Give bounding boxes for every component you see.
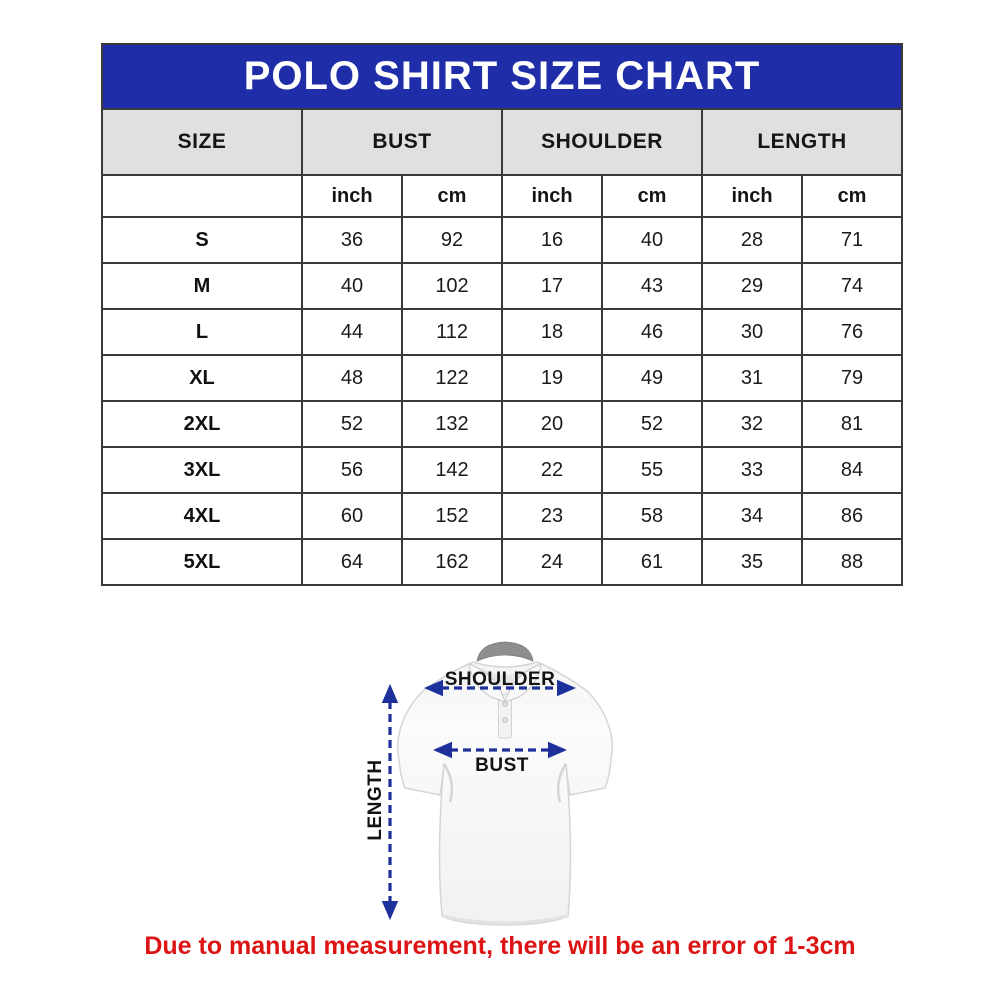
value-cell: 112: [400, 308, 504, 356]
value-cell: 22: [501, 446, 604, 494]
value-cell: 17: [501, 262, 604, 310]
value-cell: 34: [701, 492, 804, 540]
unit-header-shoulder-inch: inch: [501, 174, 604, 218]
bust-label: BUST: [475, 755, 529, 776]
unit-header-length-inch: inch: [701, 174, 804, 218]
value-cell: 55: [601, 446, 704, 494]
table-header-row: SIZE BUST SHOULDER LENGTH: [101, 108, 904, 176]
size-table: SIZE BUST SHOULDER LENGTH inch cm inch c…: [101, 108, 904, 586]
unit-header-bust-inch: inch: [301, 174, 403, 218]
unit-header-row: inch cm inch cm inch cm: [101, 174, 904, 218]
value-cell: 36: [301, 216, 403, 264]
value-cell: 40: [601, 216, 704, 264]
col-header-length: LENGTH: [701, 108, 904, 176]
size-cell: S: [101, 216, 303, 264]
table-row: L 44 112 18 46 30 76: [101, 308, 904, 356]
value-cell: 102: [400, 262, 504, 310]
value-cell: 31: [701, 354, 804, 402]
col-header-size: SIZE: [101, 108, 303, 176]
value-cell: 43: [601, 262, 704, 310]
value-cell: 56: [301, 446, 403, 494]
table-row: 4XL 60 152 23 58 34 86: [101, 492, 904, 540]
length-label: LENGTH: [365, 759, 386, 840]
table-row: S 36 92 16 40 28 71: [101, 216, 904, 264]
unit-header-shoulder-cm: cm: [601, 174, 704, 218]
value-cell: 60: [301, 492, 403, 540]
value-cell: 24: [501, 538, 604, 586]
size-cell: 4XL: [101, 492, 303, 540]
value-cell: 48: [301, 354, 403, 402]
value-cell: 162: [400, 538, 504, 586]
polo-shirt-diagram: SHOULDER BUST LENGTH: [365, 641, 613, 926]
value-cell: 88: [801, 538, 904, 586]
value-cell: 122: [400, 354, 504, 402]
value-cell: 44: [301, 308, 403, 356]
value-cell: 74: [801, 262, 904, 310]
col-header-shoulder: SHOULDER: [501, 108, 704, 176]
value-cell: 49: [601, 354, 704, 402]
value-cell: 52: [301, 400, 403, 448]
value-cell: 61: [601, 538, 704, 586]
value-cell: 19: [501, 354, 604, 402]
value-cell: 58: [601, 492, 704, 540]
table-row: 5XL 64 162 24 61 35 88: [101, 538, 904, 586]
value-cell: 32: [701, 400, 804, 448]
value-cell: 23: [501, 492, 604, 540]
value-cell: 142: [400, 446, 504, 494]
unit-header-empty: [101, 174, 303, 218]
measurement-note: Due to manual measurement, there will be…: [144, 932, 856, 960]
page-title: POLO SHIRT SIZE CHART: [101, 43, 903, 108]
value-cell: 76: [801, 308, 904, 356]
value-cell: 40: [301, 262, 403, 310]
col-header-bust: BUST: [300, 108, 504, 176]
size-chart: POLO SHIRT SIZE CHART SIZE BUST SHOULDER…: [101, 43, 904, 586]
unit-header-length-cm: cm: [801, 174, 904, 218]
table-row: M 40 102 17 43 29 74: [101, 262, 904, 310]
value-cell: 152: [400, 492, 504, 540]
value-cell: 71: [801, 216, 904, 264]
value-cell: 46: [601, 308, 704, 356]
value-cell: 81: [801, 400, 904, 448]
value-cell: 86: [801, 492, 904, 540]
polo-shirt-illustration: [397, 641, 613, 926]
shoulder-label: SHOULDER: [445, 669, 556, 690]
collar-back: [476, 641, 534, 662]
value-cell: 35: [701, 538, 804, 586]
value-cell: 132: [400, 400, 504, 448]
value-cell: 79: [801, 354, 904, 402]
table-row: 2XL 52 132 20 52 32 81: [101, 400, 904, 448]
value-cell: 64: [301, 538, 403, 586]
table-row: XL 48 122 19 49 31 79: [101, 354, 904, 402]
size-cell: L: [101, 308, 303, 356]
value-cell: 92: [400, 216, 504, 264]
size-cell: M: [101, 262, 303, 310]
value-cell: 29: [701, 262, 804, 310]
size-cell: XL: [101, 354, 303, 402]
value-cell: 30: [701, 308, 804, 356]
size-cell: 3XL: [101, 446, 303, 494]
size-cell: 5XL: [101, 538, 303, 586]
unit-header-bust-cm: cm: [400, 174, 504, 218]
value-cell: 33: [701, 446, 804, 494]
value-cell: 16: [501, 216, 604, 264]
table-row: 3XL 56 142 22 55 33 84: [101, 446, 904, 494]
value-cell: 20: [501, 400, 604, 448]
value-cell: 18: [501, 308, 604, 356]
button: [502, 717, 508, 723]
value-cell: 84: [801, 446, 904, 494]
size-cell: 2XL: [101, 400, 303, 448]
value-cell: 52: [601, 400, 704, 448]
value-cell: 28: [701, 216, 804, 264]
